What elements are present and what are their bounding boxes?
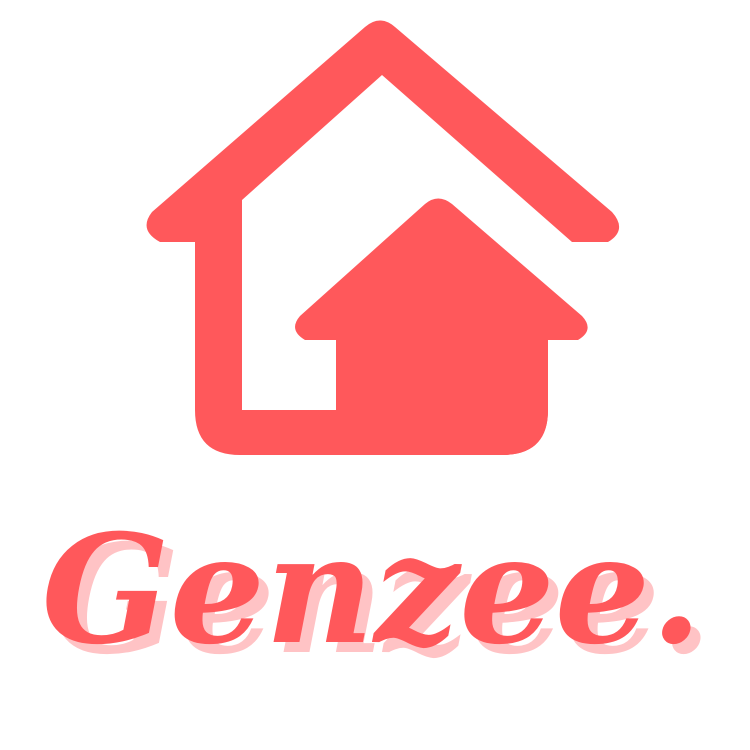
brand-name: Genzee. xyxy=(42,502,703,678)
brand-wordmark: Genzee. Genzee. xyxy=(42,502,713,688)
house-icon xyxy=(146,20,620,455)
inner-house xyxy=(336,340,548,455)
brand-name-shadow: Genzee. xyxy=(52,512,713,688)
